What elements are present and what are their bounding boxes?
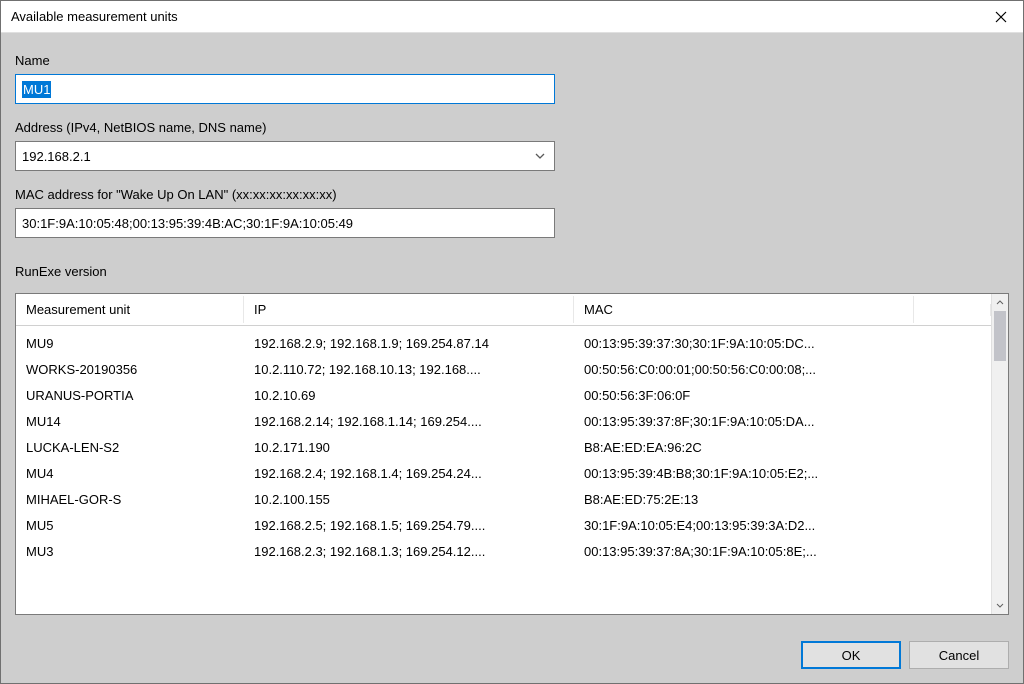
- cell-ip: 192.168.2.9; 192.168.1.9; 169.254.87.14: [244, 334, 574, 353]
- cell-mac: B8:AE:ED:EA:96:2C: [574, 438, 914, 457]
- address-label: Address (IPv4, NetBIOS name, DNS name): [15, 120, 1009, 135]
- close-button[interactable]: [978, 1, 1023, 33]
- table-row[interactable]: LUCKA-LEN-S210.2.171.190B8:AE:ED:EA:96:2…: [16, 434, 991, 460]
- table-header: Measurement unit IP MAC: [16, 294, 991, 326]
- cell-unit: WORKS-20190356: [16, 360, 244, 379]
- name-input-value: MU1: [22, 81, 51, 98]
- cell-unit: URANUS-PORTIA: [16, 386, 244, 405]
- units-table: Measurement unit IP MAC MU9192.168.2.9; …: [15, 293, 1009, 615]
- scroll-up-icon[interactable]: [992, 294, 1008, 311]
- table-scroll-area: Measurement unit IP MAC MU9192.168.2.9; …: [16, 294, 991, 614]
- window-title: Available measurement units: [11, 9, 178, 24]
- titlebar: Available measurement units: [1, 1, 1023, 33]
- cell-mac: 00:13:95:39:37:8A;30:1F:9A:10:05:8E;...: [574, 542, 914, 561]
- name-input[interactable]: MU1: [15, 74, 555, 104]
- address-combobox[interactable]: 192.168.2.1: [15, 141, 555, 171]
- chevron-down-icon: [532, 153, 548, 159]
- table-row[interactable]: MU5192.168.2.5; 192.168.1.5; 169.254.79.…: [16, 512, 991, 538]
- button-row: OK Cancel: [1, 629, 1023, 683]
- cell-ip: 192.168.2.4; 192.168.1.4; 169.254.24...: [244, 464, 574, 483]
- col-header-ip[interactable]: IP: [244, 296, 574, 323]
- cell-unit: MU14: [16, 412, 244, 431]
- scroll-down-icon[interactable]: [992, 597, 1008, 614]
- scroll-thumb[interactable]: [994, 311, 1006, 361]
- cell-mac: 00:13:95:39:37:30;30:1F:9A:10:05:DC...: [574, 334, 914, 353]
- runexe-label: RunExe version: [15, 264, 1009, 279]
- dialog-window: Available measurement units Name MU1 Add…: [0, 0, 1024, 684]
- cell-mac: 30:1F:9A:10:05:E4;00:13:95:39:3A:D2...: [574, 516, 914, 535]
- table-row[interactable]: MU9192.168.2.9; 192.168.1.9; 169.254.87.…: [16, 330, 991, 356]
- cell-unit: LUCKA-LEN-S2: [16, 438, 244, 457]
- cancel-button[interactable]: Cancel: [909, 641, 1009, 669]
- table-row[interactable]: MU4192.168.2.4; 192.168.1.4; 169.254.24.…: [16, 460, 991, 486]
- cell-unit: MU9: [16, 334, 244, 353]
- vertical-scrollbar[interactable]: [991, 294, 1008, 614]
- cell-ip: 10.2.100.155: [244, 490, 574, 509]
- cell-unit: MIHAEL-GOR-S: [16, 490, 244, 509]
- cell-ip: 10.2.171.190: [244, 438, 574, 457]
- table-row[interactable]: WORKS-2019035610.2.110.72; 192.168.10.13…: [16, 356, 991, 382]
- cell-unit: MU4: [16, 464, 244, 483]
- cell-ip: 192.168.2.3; 192.168.1.3; 169.254.12....: [244, 542, 574, 561]
- col-header-mac[interactable]: MAC: [574, 296, 914, 323]
- cell-ip: 192.168.2.5; 192.168.1.5; 169.254.79....: [244, 516, 574, 535]
- dialog-content: Name MU1 Address (IPv4, NetBIOS name, DN…: [1, 33, 1023, 629]
- cell-unit: MU3: [16, 542, 244, 561]
- cell-mac: B8:AE:ED:75:2E:13: [574, 490, 914, 509]
- name-label: Name: [15, 53, 1009, 68]
- table-row[interactable]: URANUS-PORTIA10.2.10.6900:50:56:3F:06:0F: [16, 382, 991, 408]
- table-row[interactable]: MU3192.168.2.3; 192.168.1.3; 169.254.12.…: [16, 538, 991, 564]
- address-value: 192.168.2.1: [22, 149, 532, 164]
- cell-unit: MU5: [16, 516, 244, 535]
- col-header-pad: [914, 304, 991, 316]
- cell-mac: 00:13:95:39:37:8F;30:1F:9A:10:05:DA...: [574, 412, 914, 431]
- mac-input[interactable]: [15, 208, 555, 238]
- mac-label: MAC address for "Wake Up On LAN" (xx:xx:…: [15, 187, 1009, 202]
- cell-mac: 00:50:56:3F:06:0F: [574, 386, 914, 405]
- cell-ip: 192.168.2.14; 192.168.1.14; 169.254....: [244, 412, 574, 431]
- cell-mac: 00:50:56:C0:00:01;00:50:56:C0:00:08;...: [574, 360, 914, 379]
- table-row[interactable]: MU14192.168.2.14; 192.168.1.14; 169.254.…: [16, 408, 991, 434]
- scroll-track[interactable]: [992, 311, 1008, 597]
- ok-button[interactable]: OK: [801, 641, 901, 669]
- cell-ip: 10.2.10.69: [244, 386, 574, 405]
- cell-mac: 00:13:95:39:4B:B8;30:1F:9A:10:05:E2;...: [574, 464, 914, 483]
- table-row[interactable]: MIHAEL-GOR-S10.2.100.155B8:AE:ED:75:2E:1…: [16, 486, 991, 512]
- table-body: MU9192.168.2.9; 192.168.1.9; 169.254.87.…: [16, 326, 991, 568]
- close-icon: [995, 11, 1007, 23]
- cell-ip: 10.2.110.72; 192.168.10.13; 192.168....: [244, 360, 574, 379]
- col-header-unit[interactable]: Measurement unit: [16, 296, 244, 323]
